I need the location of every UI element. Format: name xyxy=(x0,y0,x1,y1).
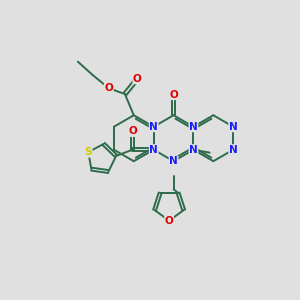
Text: S: S xyxy=(85,147,92,157)
Text: N: N xyxy=(189,145,198,155)
Text: O: O xyxy=(165,216,173,226)
Text: N: N xyxy=(149,145,158,155)
Text: N: N xyxy=(149,122,158,132)
Text: N: N xyxy=(169,156,178,166)
Text: N: N xyxy=(229,122,238,132)
Text: N: N xyxy=(229,145,238,155)
Text: O: O xyxy=(169,90,178,100)
Text: O: O xyxy=(128,126,137,136)
Text: O: O xyxy=(104,83,113,93)
Text: O: O xyxy=(133,74,142,84)
Text: N: N xyxy=(189,122,198,132)
